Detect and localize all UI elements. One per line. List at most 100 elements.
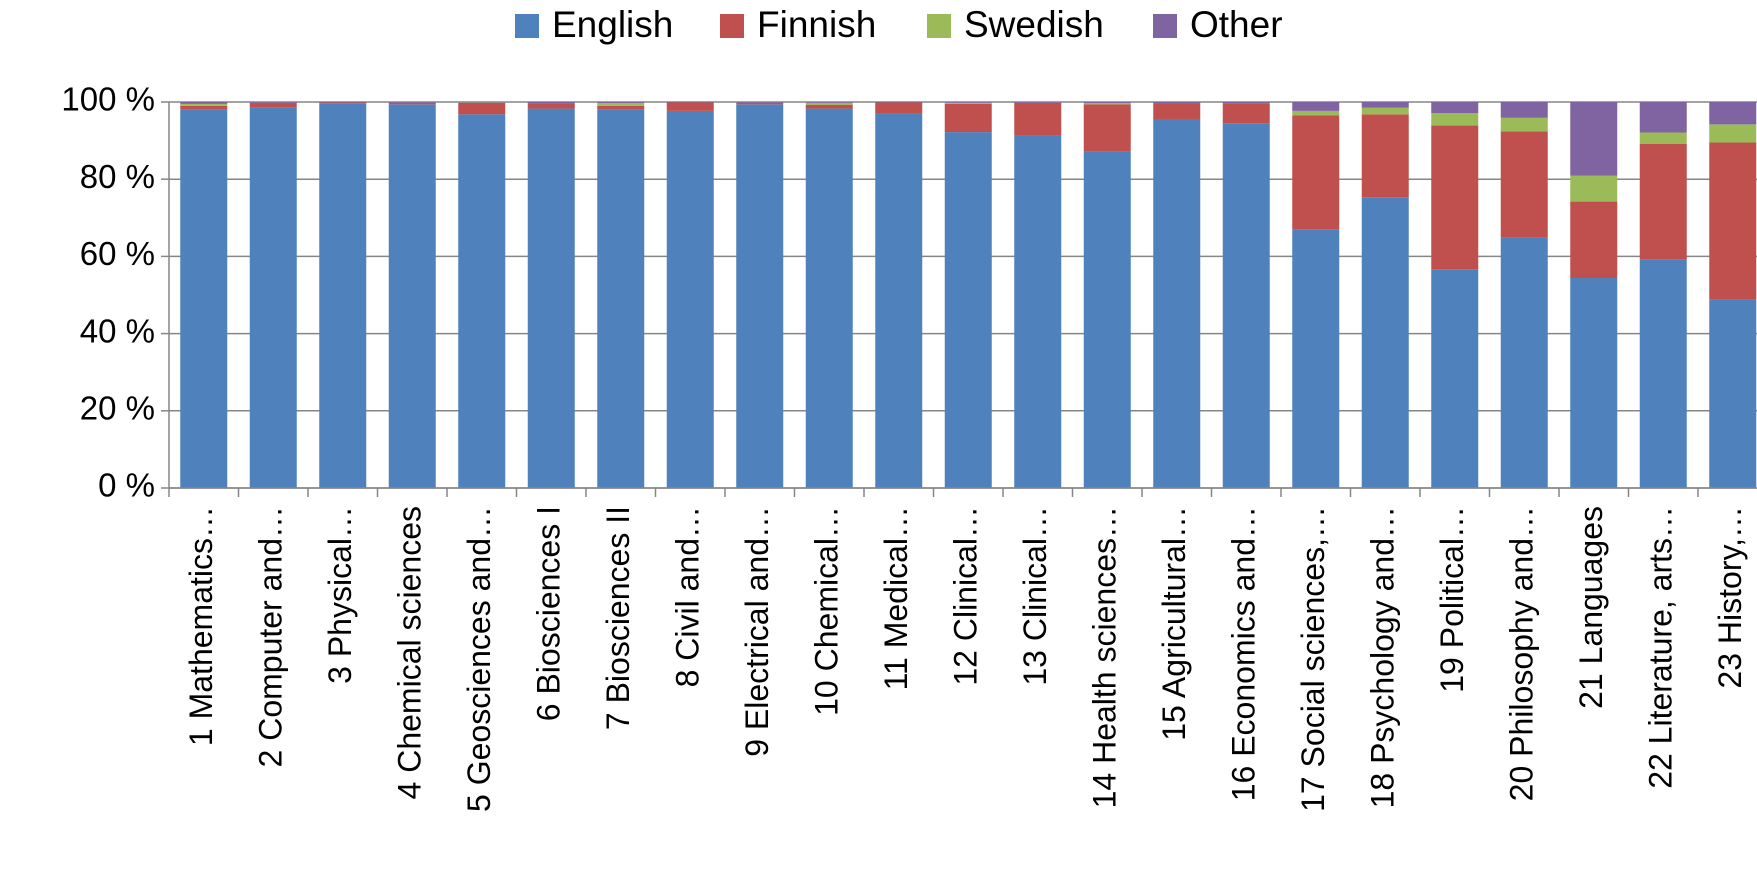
bar-segment <box>1570 175 1618 202</box>
x-tick-label: 4 Chemical sciences <box>392 506 428 799</box>
x-tick-label: 6 Biosciences I <box>531 506 567 721</box>
bar-segment <box>1292 229 1340 489</box>
bar-segment <box>1222 102 1270 104</box>
x-tick-label: 10 Chemical… <box>809 506 845 716</box>
x-tick-label: 14 Health sciences… <box>1087 506 1123 808</box>
bar-segment <box>1639 132 1687 144</box>
bar-segment <box>1431 269 1479 488</box>
x-tick-label: 5 Geosciences and… <box>461 506 497 812</box>
bar-segment <box>805 104 853 109</box>
x-tick-label: 7 Biosciences II <box>600 506 636 730</box>
bar-segment <box>527 102 575 104</box>
x-tick-label: 17 Social sciences,… <box>1295 506 1331 812</box>
x-tick-label: 12 Clinical… <box>948 506 984 686</box>
legend-label: Swedish <box>964 4 1104 45</box>
y-tick-label: 100 % <box>61 81 155 118</box>
x-tick-label: 20 Philosophy and… <box>1504 506 1540 801</box>
bar-segment <box>1083 104 1131 152</box>
bar-segment <box>1153 118 1201 488</box>
x-tick-label: 2 Computer and… <box>253 506 289 767</box>
bar-segment <box>736 102 784 103</box>
x-tick-label: 1 Mathematics… <box>183 506 219 746</box>
bar-segment <box>944 102 992 103</box>
bar-segment <box>249 102 297 103</box>
bar-segment <box>1500 131 1548 238</box>
x-tick-label: 23 History,… <box>1712 506 1748 689</box>
bar-segment <box>875 113 923 488</box>
x-tick-label: 11 Medical… <box>878 506 914 690</box>
bar-segment <box>944 103 992 133</box>
bar-segment <box>388 102 436 105</box>
bar-segment <box>180 105 228 110</box>
bar-segment <box>180 102 228 104</box>
bar-segment <box>180 109 228 488</box>
bar-segment <box>1361 107 1409 115</box>
bar-segment <box>1431 125 1479 270</box>
bar-segment <box>597 109 645 488</box>
bar-segment <box>1014 102 1062 136</box>
legend-swatch <box>927 14 951 38</box>
bar-segment <box>805 102 853 103</box>
bar-segment <box>736 104 784 488</box>
bar-segment <box>180 103 228 106</box>
bar-segment <box>875 102 923 114</box>
bar-segment <box>597 103 645 106</box>
bar-segment <box>944 132 992 488</box>
bar-segment <box>249 102 297 108</box>
x-tick-label: 19 Political… <box>1434 506 1470 693</box>
bar-segment <box>527 103 575 109</box>
bar-segment <box>1014 102 1062 103</box>
x-tick-label: 9 Electrical and… <box>739 506 775 757</box>
bar-segment <box>1570 102 1618 176</box>
bar-segment <box>458 102 506 115</box>
bar-segment <box>666 102 714 111</box>
bar-segment <box>1292 110 1340 116</box>
bar-segment <box>1500 102 1548 118</box>
bar-segment <box>319 103 367 489</box>
x-tick-label: 13 Clinical… <box>1017 506 1053 686</box>
bar-segment <box>1709 299 1757 488</box>
x-tick-label: 22 Literature, arts… <box>1643 506 1679 789</box>
bar-segment <box>1083 151 1131 488</box>
y-tick-label: 80 % <box>80 158 155 195</box>
x-tick-label: 16 Economics and… <box>1226 506 1262 801</box>
bar-segment <box>319 102 367 104</box>
x-tick-label: 15 Agricultural… <box>1156 506 1192 741</box>
bar-segment <box>1361 197 1409 489</box>
legend-label: Finnish <box>757 4 876 45</box>
legend-label: English <box>552 4 673 45</box>
bar-segment <box>805 102 853 105</box>
x-tick-label: 3 Physical… <box>322 506 358 684</box>
bar-segment <box>597 102 645 104</box>
bar-segment <box>1014 135 1062 488</box>
bar-segment <box>1709 142 1757 300</box>
bar-segment <box>1639 143 1687 260</box>
bar-segment <box>1153 103 1201 119</box>
bar-segment <box>1500 237 1548 488</box>
bar-segment <box>1361 114 1409 198</box>
bar-segment <box>944 102 992 104</box>
bar-segment <box>458 114 506 489</box>
y-tick-label: 0 % <box>98 467 155 504</box>
bar-segment <box>1570 201 1618 279</box>
legend-label: Other <box>1190 4 1283 45</box>
x-tick-label: 8 Civil and… <box>670 506 706 687</box>
bar-segment <box>1222 103 1270 124</box>
bar-segment <box>1639 259 1687 488</box>
bar-segment <box>1083 103 1131 105</box>
bar-segment <box>1292 102 1340 111</box>
y-tick-label: 60 % <box>80 235 155 272</box>
bar-segment <box>1639 102 1687 133</box>
bar-segment <box>1709 102 1757 125</box>
bar-segment <box>666 110 714 489</box>
bar-segment <box>527 108 575 488</box>
bar-segment <box>736 102 784 105</box>
bar-segment <box>805 108 853 488</box>
legend-swatch <box>720 14 744 38</box>
x-tick-label: 18 Psychology and… <box>1365 506 1401 808</box>
bar-segment <box>1153 102 1201 104</box>
bar-segment <box>1500 117 1548 132</box>
y-tick-label: 40 % <box>80 312 155 349</box>
bar-segment <box>1222 123 1270 488</box>
